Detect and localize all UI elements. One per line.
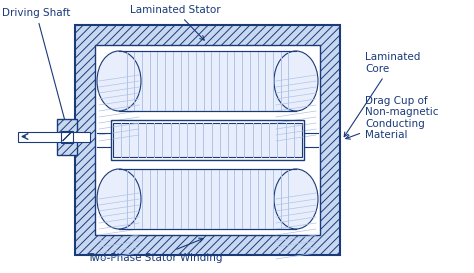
Ellipse shape <box>97 169 141 229</box>
Bar <box>18 132 90 141</box>
Text: Drag Cup of
Non-magnetic
Conducting
Material: Drag Cup of Non-magnetic Conducting Mate… <box>346 96 438 140</box>
Bar <box>61 130 73 143</box>
Ellipse shape <box>274 51 318 111</box>
Ellipse shape <box>274 169 318 229</box>
Bar <box>111 120 304 160</box>
Text: Two-Phase Stator Winding: Two-Phase Stator Winding <box>87 238 223 263</box>
Bar <box>57 118 77 155</box>
Bar <box>113 123 302 157</box>
Bar <box>119 51 296 111</box>
Text: Driving Shaft: Driving Shaft <box>2 8 70 124</box>
Text: Laminated
Core: Laminated Core <box>344 52 420 137</box>
Bar <box>75 25 340 255</box>
Ellipse shape <box>97 51 141 111</box>
Bar <box>119 169 296 229</box>
Text: Laminated Stator: Laminated Stator <box>130 5 220 40</box>
Bar <box>95 45 320 235</box>
